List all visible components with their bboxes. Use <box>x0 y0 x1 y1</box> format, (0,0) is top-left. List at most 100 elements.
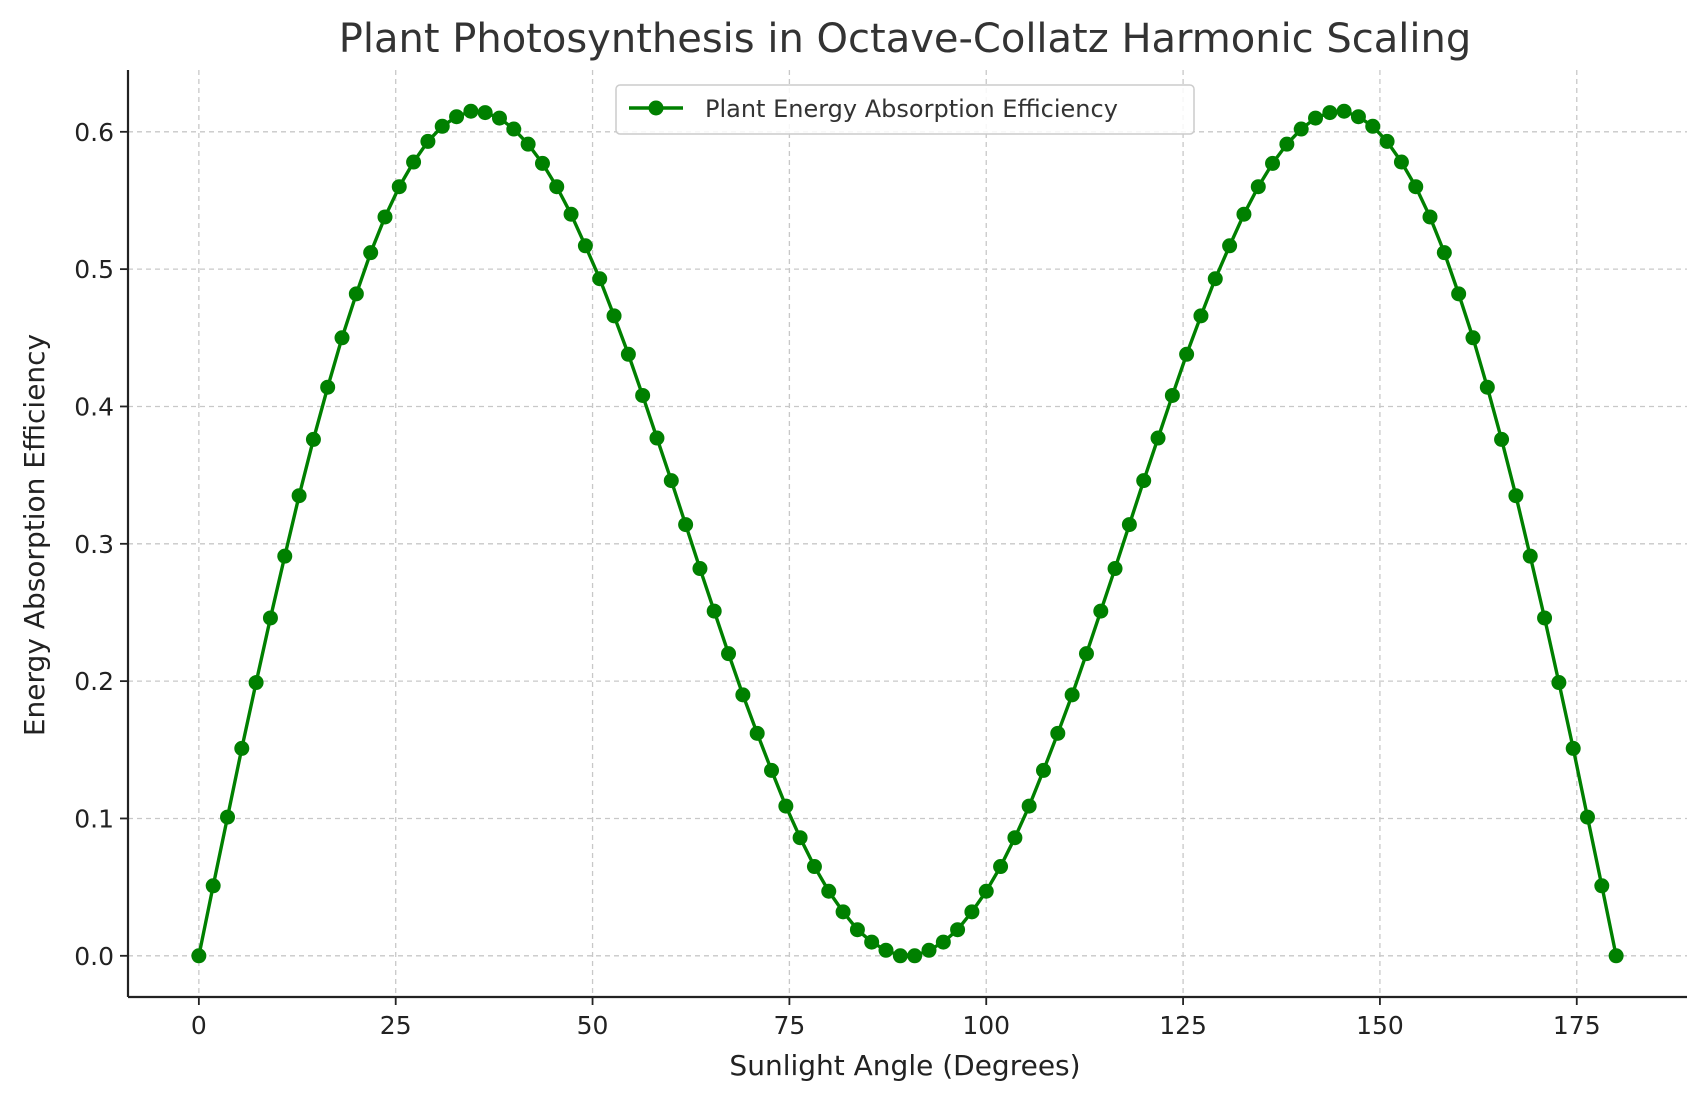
data-point <box>649 430 665 446</box>
y-tick-label: 0.1 <box>74 804 114 833</box>
data-point <box>1078 646 1094 662</box>
data-point <box>406 154 422 170</box>
data-point <box>563 206 579 222</box>
data-point <box>735 687 751 703</box>
data-point <box>921 942 937 958</box>
series-layer <box>191 103 1624 964</box>
data-point <box>205 878 221 894</box>
data-point <box>305 431 321 447</box>
data-point <box>1164 387 1180 403</box>
data-point <box>935 934 951 950</box>
data-point <box>806 859 822 875</box>
data-point <box>1322 105 1338 121</box>
data-point <box>434 118 450 134</box>
data-point <box>1222 238 1238 254</box>
data-point <box>1107 561 1123 577</box>
data-point <box>950 922 966 938</box>
x-tick-label: 175 <box>1553 1011 1601 1040</box>
data-point <box>1179 346 1195 362</box>
data-point <box>1293 121 1309 137</box>
data-point <box>1279 136 1295 152</box>
data-point <box>1379 133 1395 149</box>
data-point <box>692 561 708 577</box>
data-point <box>849 922 865 938</box>
data-point <box>391 179 407 195</box>
data-point <box>191 948 207 964</box>
x-tick-label: 150 <box>1356 1011 1404 1040</box>
data-point <box>892 948 908 964</box>
data-point <box>993 859 1009 875</box>
data-point <box>749 725 765 741</box>
data-point <box>1393 154 1409 170</box>
data-point <box>1093 603 1109 619</box>
data-point <box>334 330 350 346</box>
y-tick-label: 0.2 <box>74 667 114 696</box>
data-point <box>1308 110 1324 126</box>
x-tick-label: 75 <box>773 1011 805 1040</box>
data-point <box>606 308 622 324</box>
data-point <box>1451 286 1467 302</box>
data-point <box>1408 179 1424 195</box>
data-point <box>1350 109 1366 125</box>
data-point <box>1436 245 1452 261</box>
data-point <box>1594 878 1610 894</box>
data-point <box>678 517 694 533</box>
data-point <box>821 883 837 899</box>
data-point <box>420 133 436 149</box>
data-point <box>1021 798 1037 814</box>
data-point <box>1522 548 1538 564</box>
data-point <box>792 830 808 846</box>
grid-lines <box>128 70 1687 997</box>
y-tick-label: 0.6 <box>74 118 114 147</box>
x-tick-label: 100 <box>962 1011 1010 1040</box>
data-point <box>1508 488 1524 504</box>
data-point <box>1608 948 1624 964</box>
data-point <box>592 271 608 287</box>
axes: 0 25 50 75 100 125 150 175 0.0 0.1 0.2 0.3 0.4 0.5 0.6 <box>74 70 1687 1040</box>
data-point <box>1250 179 1266 195</box>
data-point <box>1479 379 1495 395</box>
data-point <box>864 934 880 950</box>
data-point <box>463 103 479 119</box>
data-point <box>1537 610 1553 626</box>
data-point <box>520 136 536 152</box>
data-point <box>1336 103 1352 119</box>
data-point <box>1465 330 1481 346</box>
data-point <box>1565 740 1581 756</box>
data-point <box>764 762 780 778</box>
data-point <box>778 798 794 814</box>
x-tick-label: 125 <box>1159 1011 1207 1040</box>
data-point <box>620 346 636 362</box>
data-point <box>1035 762 1051 778</box>
data-point <box>878 942 894 958</box>
data-point <box>706 603 722 619</box>
data-point <box>262 610 278 626</box>
data-point <box>663 473 679 489</box>
data-point <box>506 121 522 137</box>
data-point <box>449 109 465 125</box>
data-point <box>1050 725 1066 741</box>
x-axis-label: Sunlight Angle (Degrees) <box>729 1049 1080 1082</box>
data-point <box>1193 308 1209 324</box>
data-point <box>491 110 507 126</box>
data-point <box>835 904 851 920</box>
data-point <box>577 238 593 254</box>
x-tick-label: 0 <box>191 1011 207 1040</box>
data-point <box>291 488 307 504</box>
data-point <box>1551 675 1567 691</box>
data-point <box>234 740 250 756</box>
data-point <box>1150 430 1166 446</box>
data-point <box>721 646 737 662</box>
data-point <box>1007 830 1023 846</box>
chart-title: Plant Photosynthesis in Octave-Collatz H… <box>339 16 1472 62</box>
legend: Plant Energy Absorption Efficiency <box>615 84 1195 135</box>
data-point <box>1265 155 1281 171</box>
data-point <box>1136 473 1152 489</box>
legend-box <box>615 84 1195 135</box>
data-point <box>1422 209 1438 225</box>
data-point <box>220 809 236 825</box>
data-point <box>635 387 651 403</box>
y-tick-label: 0.5 <box>74 255 114 284</box>
data-point <box>549 179 565 195</box>
